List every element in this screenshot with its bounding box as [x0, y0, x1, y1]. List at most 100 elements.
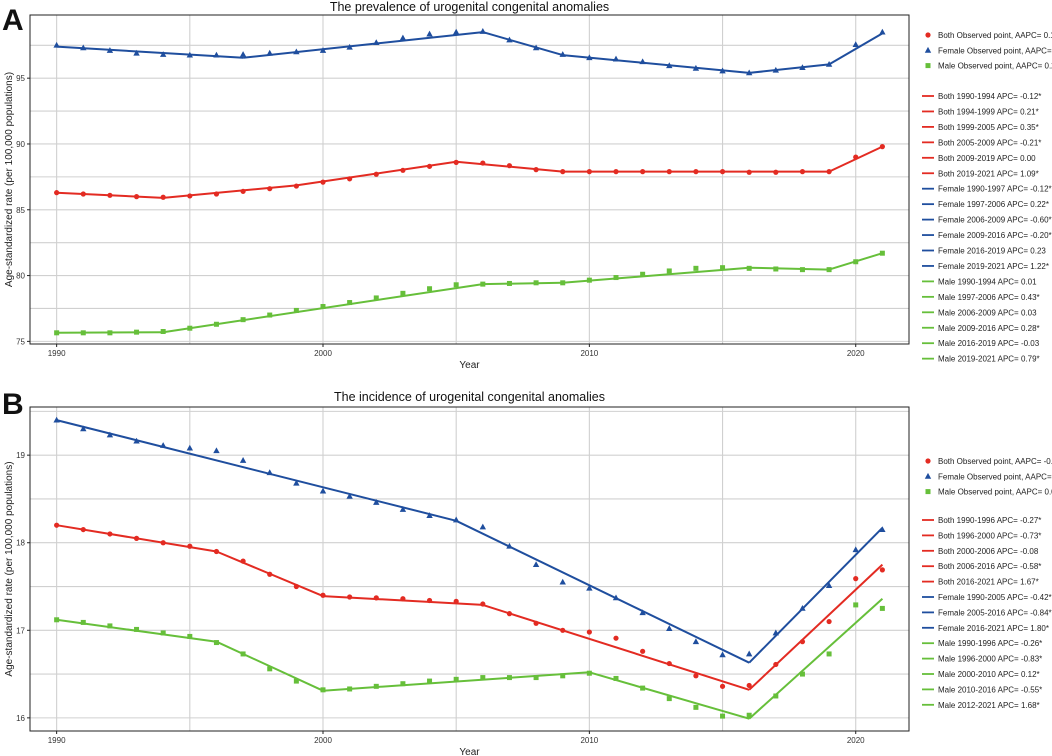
- observed-point-female: [479, 28, 487, 34]
- x-tick-label: 1990: [48, 349, 66, 358]
- fit-line-female: [455, 519, 750, 664]
- chart-title: The incidence of urogenital congenital a…: [334, 390, 605, 404]
- observed-point-male: [267, 666, 273, 672]
- observed-point-male: [480, 675, 486, 681]
- observed-point-female: [373, 499, 380, 505]
- legend-marker-male: [925, 63, 931, 69]
- observed-point-male: [187, 633, 193, 639]
- legend-entry: Male 2009-2016 APC= 0.28*: [938, 324, 1040, 333]
- observed-point-male: [400, 681, 406, 687]
- observed-point-both: [80, 526, 86, 533]
- panel-label: B: [2, 388, 24, 421]
- observed-point-both: [133, 535, 140, 541]
- observed-point-female: [586, 54, 593, 61]
- observed-point-female: [506, 542, 513, 549]
- observed-point-female: [586, 584, 593, 591]
- observed-point-both: [693, 673, 699, 679]
- observed-point-both: [666, 660, 672, 667]
- observed-point-male: [720, 265, 726, 271]
- x-axis-label: Year: [459, 360, 480, 371]
- legend: Both Observed point, AAPC= -0.08 Female O…: [922, 457, 1052, 710]
- observed-point-female: [666, 625, 673, 631]
- x-tick-label: 2010: [580, 349, 598, 358]
- fit-line-both: [748, 563, 884, 691]
- observed-point-both: [107, 531, 113, 537]
- observed-point-female: [825, 582, 833, 589]
- y-tick-label: 90: [16, 140, 25, 149]
- observed-point-male: [773, 693, 779, 699]
- observed-point-female: [639, 609, 646, 616]
- observed-point-both: [187, 543, 193, 549]
- observed-point-both: [400, 596, 406, 602]
- observed-point-female: [239, 51, 247, 57]
- observed-point-female: [346, 43, 353, 50]
- legend-entry: Female 2016-2021 APC= 1.80*: [938, 624, 1049, 633]
- observed-point-female: [213, 51, 220, 58]
- legend-entry: Female 2009-2016 APC= -0.20*: [938, 231, 1052, 240]
- legend-entry: Male 2010-2016 APC= -0.55*: [938, 685, 1042, 694]
- fit-line-both: [482, 603, 750, 691]
- axis-ticks: 1990 2000 2010 2020 75 80 85 90 95: [16, 74, 865, 358]
- legend-entry: Both 2009-2019 APC= 0.00: [938, 154, 1036, 163]
- observed-point-male: [826, 651, 832, 657]
- observed-point-both: [719, 683, 726, 689]
- observed-point-both: [799, 169, 806, 175]
- observed-point-female: [186, 444, 194, 451]
- observed-point-both: [853, 154, 859, 160]
- legend-marker-female: [924, 46, 932, 53]
- legend-entry: Both 2006-2016 APC= -0.58*: [938, 562, 1041, 571]
- observed-point-male: [187, 325, 193, 331]
- observed-point-male: [853, 259, 859, 265]
- observed-point-female: [559, 51, 566, 57]
- observed-point-both: [853, 576, 859, 582]
- x-axis-label: Year: [459, 747, 480, 756]
- observed-point-female: [479, 523, 487, 530]
- observed-point-female: [266, 49, 273, 56]
- legend-entry: Both Observed point, AAPC= 0.13: [938, 31, 1052, 40]
- legend-entry: Male 1997-2006 APC= 0.43*: [938, 293, 1040, 302]
- observed-point-female: [612, 55, 620, 62]
- observed-point-female: [745, 650, 753, 657]
- observed-point-both: [560, 169, 566, 175]
- observed-point-male: [693, 265, 699, 271]
- observed-point-male: [879, 250, 885, 256]
- observed-point-both: [347, 176, 353, 182]
- observed-point-male: [666, 696, 672, 702]
- legend-entry: Male 2000-2010 APC= 0.12*: [938, 670, 1040, 679]
- observed-point-male: [506, 280, 512, 286]
- observed-point-male: [613, 675, 619, 681]
- observed-point-female: [612, 594, 620, 601]
- observed-point-male: [826, 267, 832, 273]
- observed-point-both: [347, 594, 353, 600]
- observed-point-female: [53, 41, 60, 48]
- observed-point-female: [452, 516, 460, 523]
- fitted-lines: [56, 31, 883, 334]
- observed-point-female: [293, 479, 300, 486]
- observed-point-both: [320, 179, 326, 185]
- observed-point-both: [879, 567, 885, 573]
- observed-point-male: [347, 686, 353, 692]
- observed-point-both: [506, 611, 513, 617]
- observed-points: [53, 28, 886, 336]
- observed-point-male: [293, 678, 299, 684]
- observed-point-male: [879, 605, 885, 611]
- observed-point-female: [106, 431, 114, 438]
- observed-point-female: [159, 442, 167, 448]
- x-tick-label: 2020: [847, 736, 865, 745]
- observed-point-both: [107, 192, 113, 198]
- observed-point-male: [293, 307, 299, 313]
- legend-entry: Female Observed point, AAPC= -0.21: [938, 472, 1052, 481]
- legend-entry: Both 1990-1996 APC= -0.27*: [938, 516, 1041, 525]
- observed-point-female: [772, 629, 780, 636]
- plot-frame: [29, 406, 910, 732]
- observed-point-both: [746, 682, 752, 689]
- legend-entry: Male 2019-2021 APC= 0.79*: [938, 355, 1040, 364]
- observed-point-male: [640, 271, 646, 277]
- y-tick-label: 17: [16, 626, 25, 635]
- observed-point-female: [825, 60, 833, 67]
- observed-point-male: [240, 317, 246, 323]
- observed-point-male: [80, 619, 86, 625]
- observed-point-both: [640, 169, 646, 175]
- observed-point-male: [533, 280, 539, 286]
- observed-point-male: [107, 623, 113, 629]
